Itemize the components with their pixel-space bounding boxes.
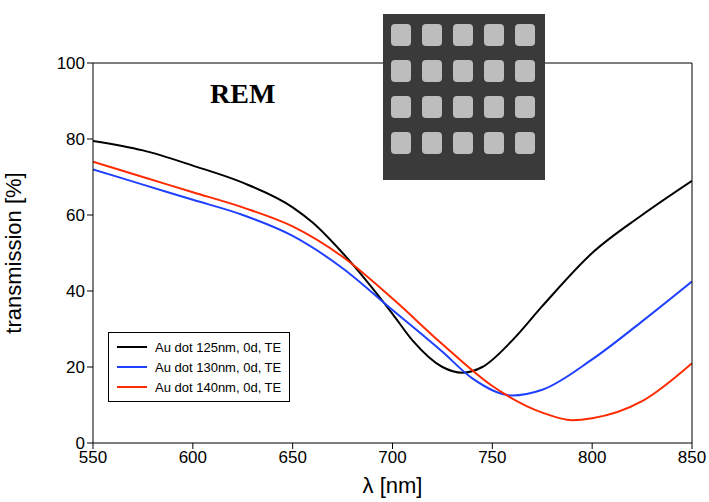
html-text:Au dot 130nm, 0d, TE: Au dot 130nm, 0d, TE [155, 359, 282, 375]
svg-text:700: 700 [378, 448, 406, 467]
svg-text:40: 40 [66, 282, 85, 301]
svg-text:850: 850 [678, 448, 706, 467]
svg-text:550: 550 [78, 448, 108, 468]
svg-text:0: 0 [76, 434, 85, 453]
svg-text:λ [nm]: λ [nm] [363, 473, 423, 498]
html-text:Au dot 125nm, 0d, TE: Au dot 125nm, 0d, TE [155, 339, 282, 355]
svg-text:100: 100 [57, 54, 85, 73]
svg-text:transmission [%]: transmission [%] [1, 172, 26, 333]
html-text:REM: REM [210, 78, 276, 109]
svg-text:650: 650 [278, 448, 306, 467]
svg-text:80: 80 [66, 130, 85, 149]
svg-text:800: 800 [578, 448, 606, 467]
svg-text:600: 600 [179, 448, 207, 467]
svg-text:60: 60 [66, 206, 85, 225]
svg-text:750: 750 [478, 448, 506, 467]
html-text:Au dot 140nm, 0d, TE: Au dot 140nm, 0d, TE [155, 379, 282, 395]
svg-text:20: 20 [66, 358, 85, 377]
